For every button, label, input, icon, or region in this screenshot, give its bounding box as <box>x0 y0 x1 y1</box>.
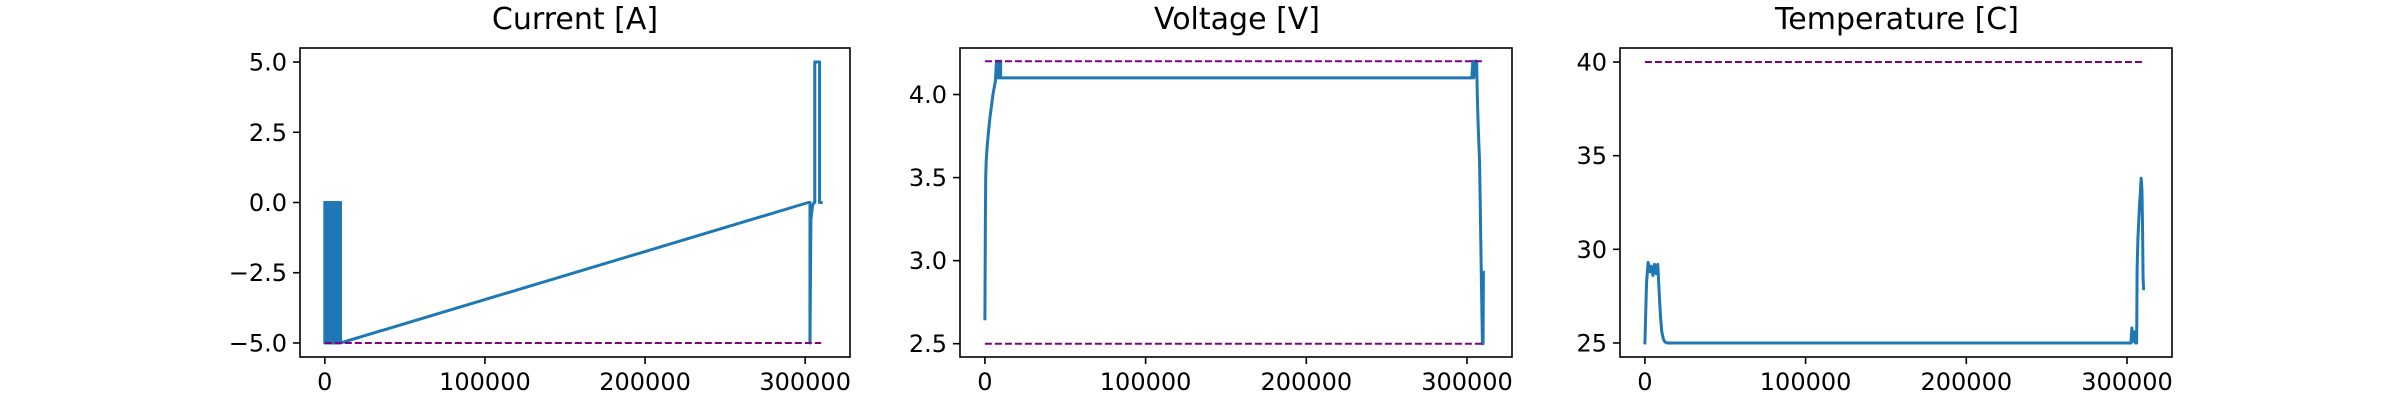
current-x-tick-label: 100000 <box>439 368 531 396</box>
current-y-tick-label: 2.5 <box>249 119 287 147</box>
current-x-tick-label: 300000 <box>759 368 851 396</box>
voltage-series-line <box>983 59 1485 346</box>
current-x-tick-label: 0 <box>317 368 332 396</box>
temperature-x-tick-label: 0 <box>1637 368 1652 396</box>
voltage-y-tick-label: 4.0 <box>909 81 947 109</box>
voltage-x-tick-label: 0 <box>977 368 992 396</box>
temperature-y-tick-label: 25 <box>1576 329 1607 357</box>
temperature-y-tick-label: 40 <box>1576 49 1607 77</box>
voltage-x-tick-label: 300000 <box>1421 368 1513 396</box>
current-panel: Current [A] 0 100000 200000 300000 −5.0 −2.5 0… <box>229 2 851 396</box>
current-y-tick-label: 5.0 <box>249 49 287 77</box>
temperature-y-tick-label: 30 <box>1576 236 1607 264</box>
temperature-x-tick-label: 100000 <box>1760 368 1852 396</box>
current-y-tick-label: −5.0 <box>229 329 287 357</box>
temperature-panel: Temperature [C] 0 100000 200000 300000 25 30 3… <box>1576 2 2172 396</box>
temperature-axes-frame <box>1619 47 2173 358</box>
voltage-y-tick-label: 3.0 <box>909 247 947 275</box>
current-series-line <box>323 60 823 345</box>
current-axes-frame <box>299 47 851 358</box>
voltage-panel: Voltage [V] 0 100000 200000 300000 2.5 3.0 3.5… <box>909 2 1513 396</box>
current-y-tick-label: −2.5 <box>229 259 287 287</box>
temperature-title: Temperature [C] <box>1774 2 2019 37</box>
voltage-y-tick-label: 3.5 <box>909 164 947 192</box>
temperature-x-tick-label: 300000 <box>2081 368 2173 396</box>
current-y-tick-label: 0.0 <box>249 189 287 217</box>
temperature-y-tick-label: 35 <box>1576 142 1607 170</box>
voltage-title: Voltage [V] <box>1154 2 1320 37</box>
voltage-x-tick-label: 100000 <box>1100 368 1192 396</box>
voltage-x-tick-label: 200000 <box>1260 368 1352 396</box>
temperature-x-tick-label: 200000 <box>1920 368 2012 396</box>
temperature-series-line <box>1643 176 2146 345</box>
current-x-tick-label: 200000 <box>599 368 691 396</box>
current-title: Current [A] <box>492 2 658 37</box>
voltage-axes-frame <box>959 47 1513 358</box>
voltage-y-tick-label: 2.5 <box>909 330 947 358</box>
